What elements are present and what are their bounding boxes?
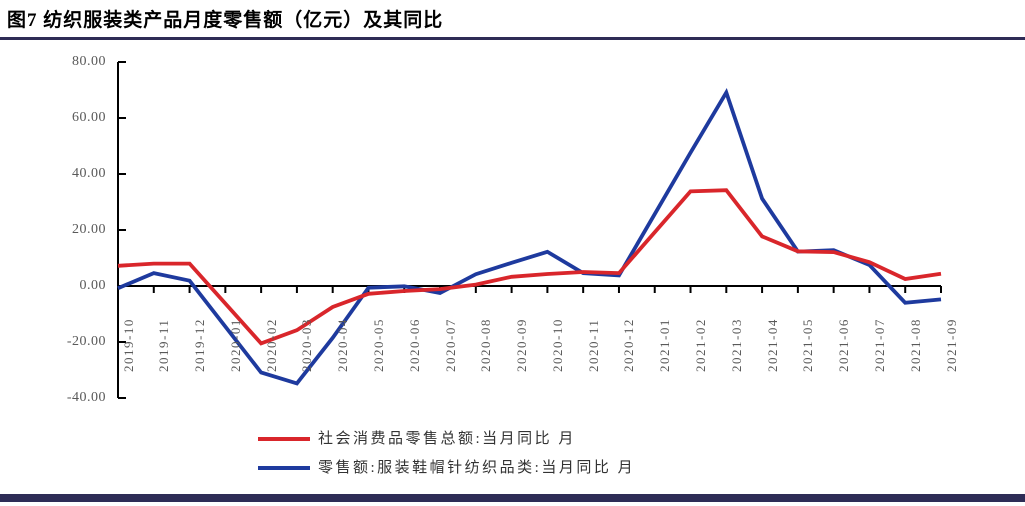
x-axis-label: 2020-10	[549, 318, 565, 372]
x-axis-label: 2021-09	[943, 318, 959, 372]
y-axis-label: 40.00	[72, 166, 106, 181]
x-axis-label: 2019-12	[192, 318, 208, 372]
x-axis-label: 2020-05	[370, 318, 386, 372]
x-axis-label: 2021-05	[800, 318, 816, 372]
x-axis-label: 2020-08	[478, 318, 494, 372]
x-axis-label: 2021-04	[764, 318, 780, 372]
y-axis-label: 20.00	[72, 222, 106, 237]
x-axis-label: 2021-01	[657, 318, 673, 372]
x-axis-label: 2021-07	[871, 318, 887, 372]
y-axis-label: -40.00	[66, 390, 106, 405]
x-axis-label: 2020-11	[585, 318, 601, 372]
y-axis-label: -20.00	[66, 334, 106, 349]
chart-legend: 社会消费品零售总额:当月同比 月 零售额:服装鞋帽针纺织品类:当月同比 月	[258, 429, 635, 478]
x-axis-label: 2020-06	[406, 318, 422, 372]
legend-item-total-retail: 社会消费品零售总额:当月同比 月	[258, 429, 635, 449]
legend-label-clothing-retail: 零售额:服装鞋帽针纺织品类:当月同比 月	[318, 460, 636, 476]
legend-line-blue	[258, 466, 310, 470]
x-axis-label: 2021-02	[693, 318, 709, 372]
x-axis-label: 2021-06	[836, 318, 852, 372]
x-axis-label: 2021-08	[907, 318, 923, 372]
x-axis-label: 2020-04	[335, 318, 351, 372]
x-axis-label: 2020-01	[227, 318, 243, 372]
x-axis-label: 2020-03	[299, 318, 315, 372]
x-axis-label: 2020-09	[514, 318, 530, 372]
legend-label-total-retail: 社会消费品零售总额:当月同比 月	[318, 431, 576, 447]
x-axis-label: 2019-10	[120, 318, 136, 372]
figure-title: 图7 纺织服装类产品月度零售额（亿元）及其同比	[7, 10, 444, 31]
title-underline-rule	[0, 37, 1025, 40]
footer-rule	[0, 494, 1025, 502]
y-axis-label: 60.00	[72, 110, 106, 125]
x-axis-label: 2020-07	[442, 318, 458, 372]
y-axis-label: 0.00	[79, 278, 106, 293]
x-axis-label: 2019-11	[156, 318, 172, 372]
x-axis-label: 2020-12	[621, 318, 637, 372]
x-axis-label: 2020-02	[263, 318, 279, 372]
legend-line-red	[258, 437, 310, 441]
y-axis-label: 80.00	[72, 54, 106, 69]
x-axis-label: 2021-03	[728, 318, 744, 372]
legend-item-clothing-retail: 零售额:服装鞋帽针纺织品类:当月同比 月	[258, 458, 635, 478]
